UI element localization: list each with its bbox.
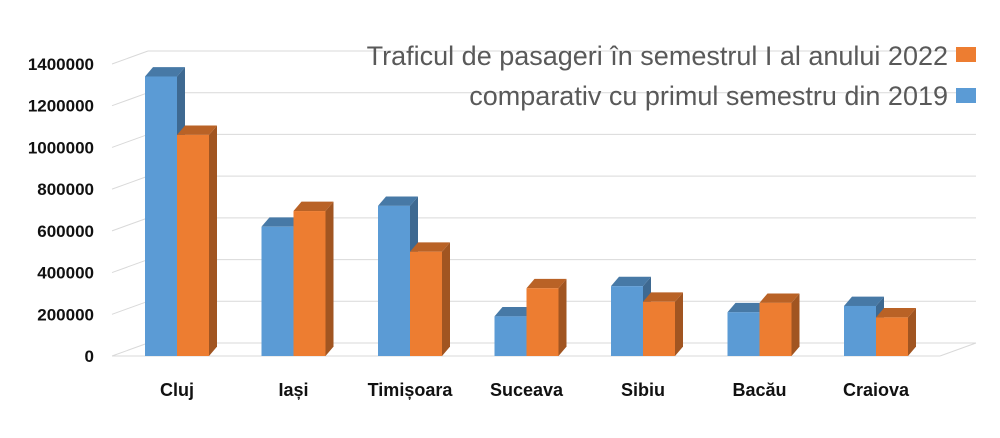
floor-edge [939, 342, 977, 357]
bar-front [494, 316, 527, 356]
bar-side [442, 242, 450, 356]
bar-side [908, 308, 916, 356]
y-tick-label: 1400000 [28, 55, 94, 74]
bar-top [177, 125, 217, 135]
bar-front [611, 286, 643, 356]
bar-front [727, 312, 760, 356]
y-tick-label: 400000 [37, 264, 94, 283]
bar-front [876, 317, 908, 356]
x-tick-label: Craiova [843, 380, 910, 400]
x-tick-label: Timișoara [368, 380, 454, 400]
bar-top [293, 201, 334, 212]
x-tick-label: Suceava [490, 380, 564, 400]
gridline-side [111, 50, 149, 65]
bar-top [643, 292, 683, 302]
bar-front [410, 251, 442, 356]
legend-swatch-2019 [956, 88, 976, 103]
bar-top [145, 67, 185, 77]
y-tick-label: 600000 [37, 222, 94, 241]
bar-front [526, 288, 559, 356]
legend: Traficul de pasageri în semestrul I al a… [367, 41, 976, 111]
bar-top [727, 302, 768, 313]
y-tick-label: 1000000 [28, 138, 94, 157]
gridline-side [111, 259, 149, 274]
bar-top [526, 278, 567, 289]
legend-label-2022: Traficul de pasageri în semestrul I al a… [367, 41, 948, 71]
bar-side [558, 278, 567, 356]
x-tick-label: Bacău [732, 380, 786, 400]
x-tick-label: Sibiu [621, 380, 665, 400]
bar-top [611, 276, 651, 287]
bar-front [378, 205, 410, 356]
bars [145, 67, 916, 356]
bar-2022-5 [759, 293, 800, 356]
bar-side [209, 125, 217, 356]
bar-side [325, 201, 334, 356]
bar-2022-6 [876, 308, 916, 356]
gridline-side [111, 175, 149, 190]
bar-front [177, 134, 209, 356]
gridline-side [111, 217, 149, 232]
x-tick-label: Iași [278, 380, 308, 400]
bar-top [876, 308, 916, 318]
y-axis-ticks: 0 200000 400000 600000 800000 1000000 1200000 1… [28, 55, 94, 366]
bar-front [261, 226, 294, 356]
y-tick-label: 0 [85, 347, 94, 366]
bar-2022-0 [177, 125, 217, 356]
legend-label-2019: comparativ cu primul semestru din 2019 [469, 81, 948, 111]
bar-top [378, 196, 418, 206]
bar-2022-2 [410, 242, 450, 356]
bar-top [261, 217, 302, 227]
bar-front [759, 302, 792, 356]
y-tick-label: 800000 [37, 180, 94, 199]
bar-front [145, 76, 177, 356]
bar-2022-1 [293, 201, 334, 356]
x-tick-label: Cluj [160, 380, 194, 400]
gridline-side [111, 342, 149, 357]
gridline-side [111, 133, 149, 148]
bar-front [293, 211, 326, 356]
bar-side [791, 293, 800, 356]
bar-top [410, 242, 450, 252]
bar-2022-4 [643, 292, 683, 356]
x-axis-ticks: Cluj Iași Timișoara Suceava Sibiu Bacău Craiov… [160, 380, 910, 400]
bar-side [675, 292, 683, 356]
bar-front [643, 301, 675, 356]
bar-2022-3 [526, 278, 567, 356]
bar-top [759, 293, 800, 303]
legend-swatch-2022 [956, 47, 976, 62]
gridline-side [111, 92, 149, 107]
y-tick-label: 1200000 [28, 97, 94, 116]
bar-top [494, 307, 535, 317]
y-tick-label: 200000 [37, 305, 94, 324]
gridline-side [111, 300, 149, 315]
bar-top [844, 296, 884, 306]
bar-front [844, 305, 876, 356]
